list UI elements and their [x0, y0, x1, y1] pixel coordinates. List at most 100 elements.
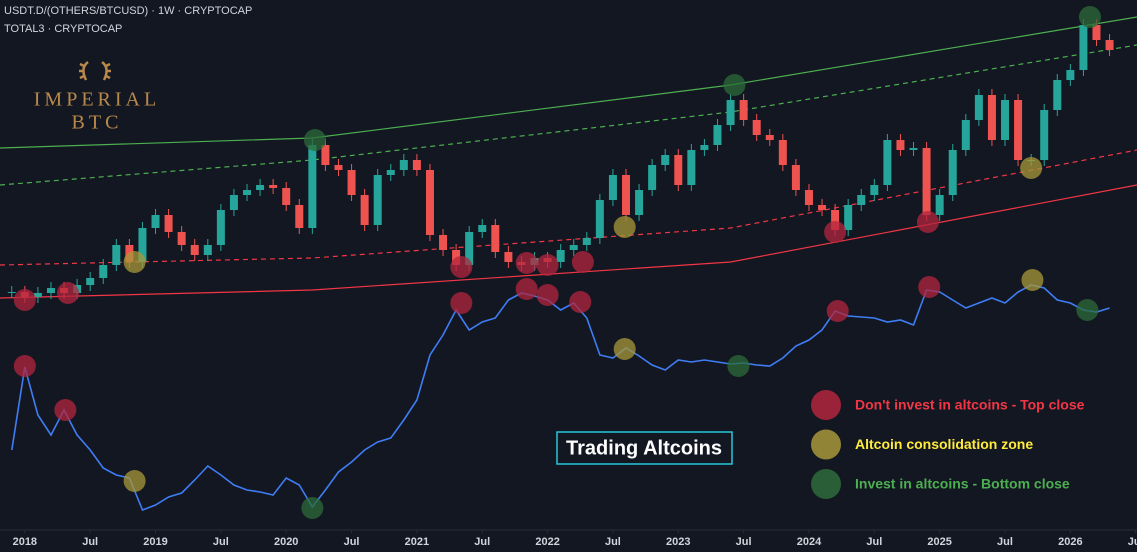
candle-body [151, 215, 160, 228]
candle-body [804, 190, 813, 205]
signal-marker [727, 355, 750, 377]
candle-body [752, 120, 761, 135]
candle-body [491, 225, 500, 252]
candle-body [504, 252, 513, 262]
x-tick-label: Jul [213, 536, 229, 548]
signal-marker [536, 254, 559, 276]
legend-label: Altcoin consolidation zone [855, 436, 1033, 452]
x-tick-label: Jul [866, 536, 882, 548]
candle-body [844, 205, 853, 230]
signal-marker [54, 399, 77, 421]
candle-body [648, 165, 657, 190]
candle-body [308, 145, 317, 228]
candle-body [177, 232, 186, 245]
annotation-box [556, 431, 733, 465]
candle-body [818, 205, 827, 210]
signal-marker [1020, 157, 1043, 179]
candle-body [1066, 70, 1075, 80]
x-tick-label: 2022 [535, 536, 559, 548]
candle-body [229, 195, 238, 210]
candle-body [713, 125, 722, 145]
candle-body [791, 165, 800, 190]
candle-body [661, 155, 670, 165]
chart-subtitle: TOTAL3 · CRYPTOCAP [4, 23, 122, 35]
laurel-icon [79, 61, 111, 81]
signal-marker [824, 221, 847, 243]
candle-body [556, 250, 565, 262]
candle-body [569, 245, 578, 250]
candle-body [99, 265, 108, 278]
candle-body [700, 145, 709, 150]
signal-marker [918, 276, 941, 298]
candle-body [1079, 25, 1088, 70]
legend: Don't invest in altcoins - Top close Altc… [811, 390, 1085, 499]
signal-marker [1078, 6, 1101, 28]
signal-marker [123, 251, 146, 273]
chart-title: USDT.D/(OTHERS/BTCUSD) · 1W · CRYPTOCAP [4, 5, 252, 17]
signal-marker [450, 292, 473, 314]
candle-body [608, 175, 617, 200]
signal-marker [571, 251, 594, 273]
signal-marker [13, 289, 36, 311]
channel-line [0, 149, 1137, 266]
candle-body [726, 100, 735, 125]
signal-marker [515, 252, 538, 274]
candle-body [190, 245, 199, 255]
signal-marker [13, 355, 36, 377]
candle-body [622, 175, 631, 215]
logo: IMPERIAL BTC [34, 61, 156, 134]
channel-line [0, 16, 1137, 149]
candle-body [765, 135, 774, 140]
candle-body [399, 160, 408, 170]
signal-marker [916, 211, 939, 233]
candle-body [360, 195, 369, 225]
x-tick-label: 2024 [797, 536, 822, 548]
candle-body [347, 170, 356, 195]
candle-body [739, 100, 748, 120]
annotation-text: Trading Altcoins [566, 437, 722, 459]
candle-body [439, 235, 448, 250]
candle-body [883, 140, 892, 185]
signal-marker [1076, 299, 1099, 321]
candle-body [425, 170, 434, 235]
signal-marker [613, 338, 636, 360]
candle-body [1014, 100, 1023, 160]
candle-body [987, 95, 996, 140]
x-tick-label: Jul [1128, 536, 1137, 548]
candle-body [412, 160, 421, 170]
legend-swatch [811, 469, 841, 499]
candle-body [1105, 40, 1114, 50]
candle-body [243, 190, 252, 195]
candle-body [831, 210, 840, 230]
signal-marker [56, 282, 79, 304]
candle-body [582, 238, 591, 245]
x-tick-label: Jul [82, 536, 98, 548]
candle-body [1053, 80, 1062, 110]
x-tick-label: 2020 [274, 536, 298, 548]
candle-body [386, 170, 395, 175]
candle-body [112, 245, 121, 265]
x-tick-label: 2021 [405, 536, 429, 548]
signal-marker [450, 256, 473, 278]
signal-marker [301, 497, 324, 519]
candle-body [295, 205, 304, 228]
candle-body [687, 150, 696, 185]
x-tick-label: 2019 [143, 536, 167, 548]
candle-body [321, 145, 330, 165]
candle-body [465, 232, 474, 265]
x-tick-label: 2025 [927, 536, 951, 548]
candle-body [896, 140, 905, 150]
x-tick-label: Jul [605, 536, 621, 548]
x-tick-label: Jul [997, 536, 1013, 548]
plot [0, 6, 1137, 519]
x-tick-label: 2023 [666, 536, 690, 548]
candle-body [595, 200, 604, 238]
candle-body [778, 140, 787, 165]
candle-body [948, 150, 957, 195]
candle-body [909, 148, 918, 150]
candle-body [86, 278, 95, 285]
candle-body [334, 165, 343, 170]
candle-body [1092, 25, 1101, 40]
